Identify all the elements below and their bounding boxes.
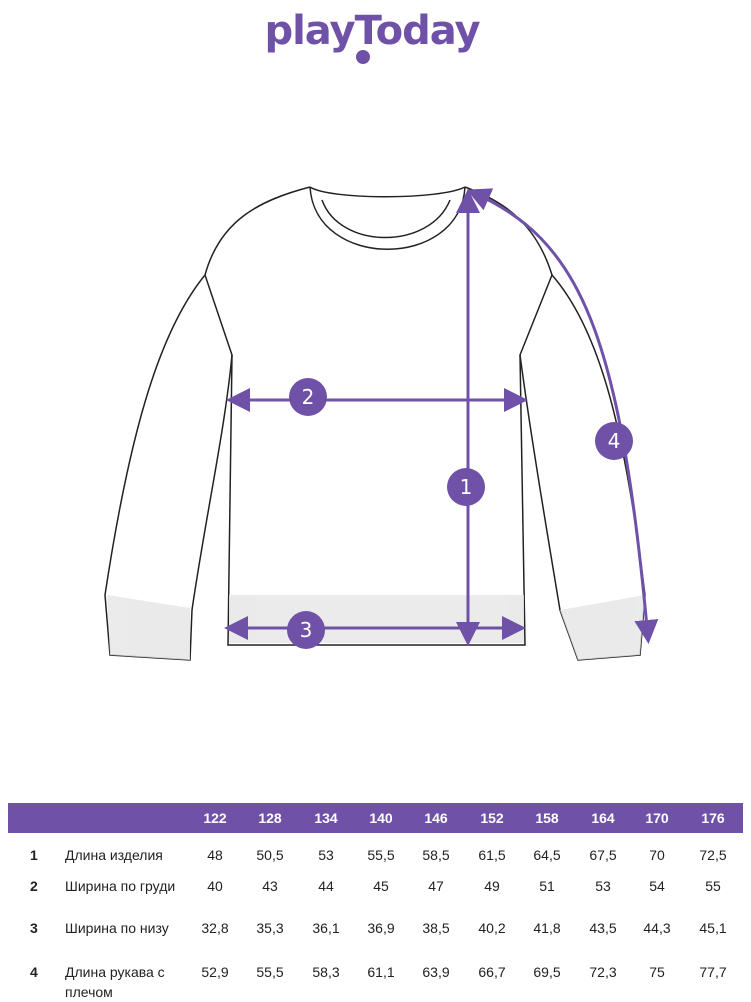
table-cell: 63,9 <box>422 964 450 980</box>
brand-logo: playToday <box>264 8 481 64</box>
table-cell: 67,5 <box>589 847 617 863</box>
row-label: Длина изделия <box>65 847 163 863</box>
table-cell: 55,5 <box>367 847 395 863</box>
table-cell: 58,5 <box>422 847 450 863</box>
table-cell: 72,3 <box>589 964 617 980</box>
marker-4: 4 <box>608 429 621 453</box>
table-cell: 44 <box>318 878 334 894</box>
table-cell: 32,8 <box>201 920 229 936</box>
table-cell: 61,5 <box>478 847 506 863</box>
size-header: 146 <box>424 810 448 826</box>
measure-line-4 <box>466 188 659 644</box>
table-cell: 66,7 <box>478 964 506 980</box>
table-cell: 48 <box>207 847 223 863</box>
row-number: 4 <box>30 964 38 980</box>
table-cell: 77,7 <box>699 964 727 980</box>
table-cell: 52,9 <box>201 964 229 980</box>
table-cell: 72,5 <box>699 847 727 863</box>
size-table-header <box>8 803 743 833</box>
row-label: Ширина по груди <box>65 878 176 894</box>
size-header: 128 <box>258 810 282 826</box>
table-cell: 55,5 <box>256 964 284 980</box>
row-number: 1 <box>30 847 38 863</box>
table-cell: 45 <box>373 878 389 894</box>
table-cell: 49 <box>484 878 500 894</box>
table-cell: 35,3 <box>256 920 284 936</box>
marker-3: 3 <box>300 618 313 642</box>
table-cell: 58,3 <box>312 964 340 980</box>
table-cell: 40 <box>207 878 223 894</box>
sweater-diagram: 2 3 1 4 <box>104 186 659 661</box>
table-cell: 53 <box>595 878 611 894</box>
table-cell: 53 <box>318 847 334 863</box>
table-cell: 55 <box>705 878 721 894</box>
table-cell: 45,1 <box>699 920 727 936</box>
table-cell: 41,8 <box>533 920 561 936</box>
marker-2: 2 <box>302 385 315 409</box>
table-cell: 47 <box>428 878 444 894</box>
table-cell: 43,5 <box>589 920 617 936</box>
table-cell: 61,1 <box>367 964 395 980</box>
marker-1: 1 <box>460 475 473 499</box>
table-cell: 36,1 <box>312 920 340 936</box>
size-header: 164 <box>591 810 615 826</box>
size-header: 152 <box>480 810 504 826</box>
size-header: 176 <box>701 810 725 826</box>
table-cell: 43 <box>262 878 278 894</box>
table-cell: 44,3 <box>643 920 671 936</box>
table-cell: 64,5 <box>533 847 561 863</box>
size-header: 140 <box>369 810 393 826</box>
table-cell: 50,5 <box>256 847 284 863</box>
size-header: 122 <box>203 810 227 826</box>
size-header: 134 <box>314 810 338 826</box>
table-cell: 36,9 <box>367 920 395 936</box>
table-cell: 70 <box>649 847 665 863</box>
table-cell: 54 <box>649 878 665 894</box>
row-number: 2 <box>30 878 38 894</box>
size-header: 158 <box>535 810 559 826</box>
row-label: Длина рукава с плечом <box>65 964 165 1000</box>
table-cell: 51 <box>539 878 555 894</box>
table-cell: 38,5 <box>422 920 450 936</box>
row-label: Ширина по низу <box>65 920 169 936</box>
svg-text:playToday: playToday <box>264 8 480 54</box>
row-number: 3 <box>30 920 38 936</box>
table-cell: 40,2 <box>478 920 506 936</box>
table-cell: 75 <box>649 964 665 980</box>
size-header: 170 <box>645 810 669 826</box>
table-cell: 69,5 <box>533 964 561 980</box>
